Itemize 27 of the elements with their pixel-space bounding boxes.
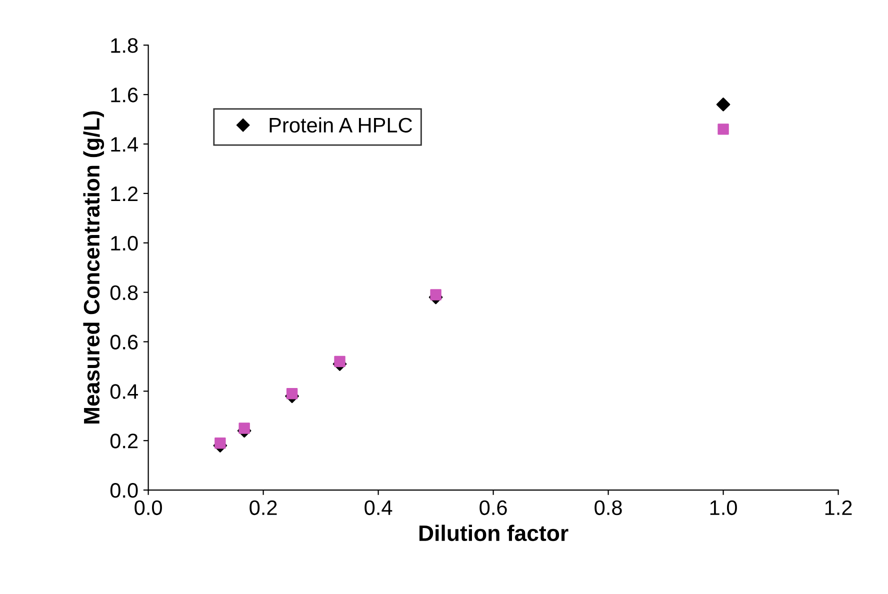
y-tick-label: 1.6 bbox=[111, 88, 138, 102]
y-tick-label: 0.2 bbox=[110, 434, 138, 448]
y-tick-label: 0.4 bbox=[110, 384, 138, 399]
y-tick-label: 1.2 bbox=[111, 186, 138, 201]
y-tick-label: 0.6 bbox=[110, 334, 138, 350]
y-tick-label: 1.4 bbox=[111, 137, 138, 152]
point bbox=[716, 98, 730, 112]
y-tick-label: 1.8 bbox=[111, 38, 138, 53]
point bbox=[718, 124, 729, 135]
y-tick-label: 0.8 bbox=[110, 285, 138, 300]
x-tick-label: 0.0 bbox=[134, 500, 162, 516]
legend-label: Protein A HPLC bbox=[270, 117, 412, 133]
x-tick-label: 1.0 bbox=[710, 500, 737, 516]
x-axis-title: Dilution factor bbox=[419, 524, 568, 542]
x-tick-label: 0.4 bbox=[364, 500, 392, 516]
point bbox=[334, 356, 346, 368]
x-tick-label: 1.2 bbox=[825, 500, 852, 515]
y-tick-label: 0.0 bbox=[110, 483, 138, 498]
x-tick-label: 0.2 bbox=[250, 500, 277, 516]
point bbox=[286, 388, 298, 400]
point bbox=[238, 422, 250, 434]
y-axis-title: Measured Concentration (g/L) bbox=[83, 111, 104, 424]
point bbox=[430, 289, 442, 300]
x-tick-label: 0.6 bbox=[480, 500, 507, 516]
y-tick-label: 1.0 bbox=[111, 236, 138, 251]
x-tick-label: 0.8 bbox=[594, 500, 622, 516]
point bbox=[214, 437, 226, 449]
